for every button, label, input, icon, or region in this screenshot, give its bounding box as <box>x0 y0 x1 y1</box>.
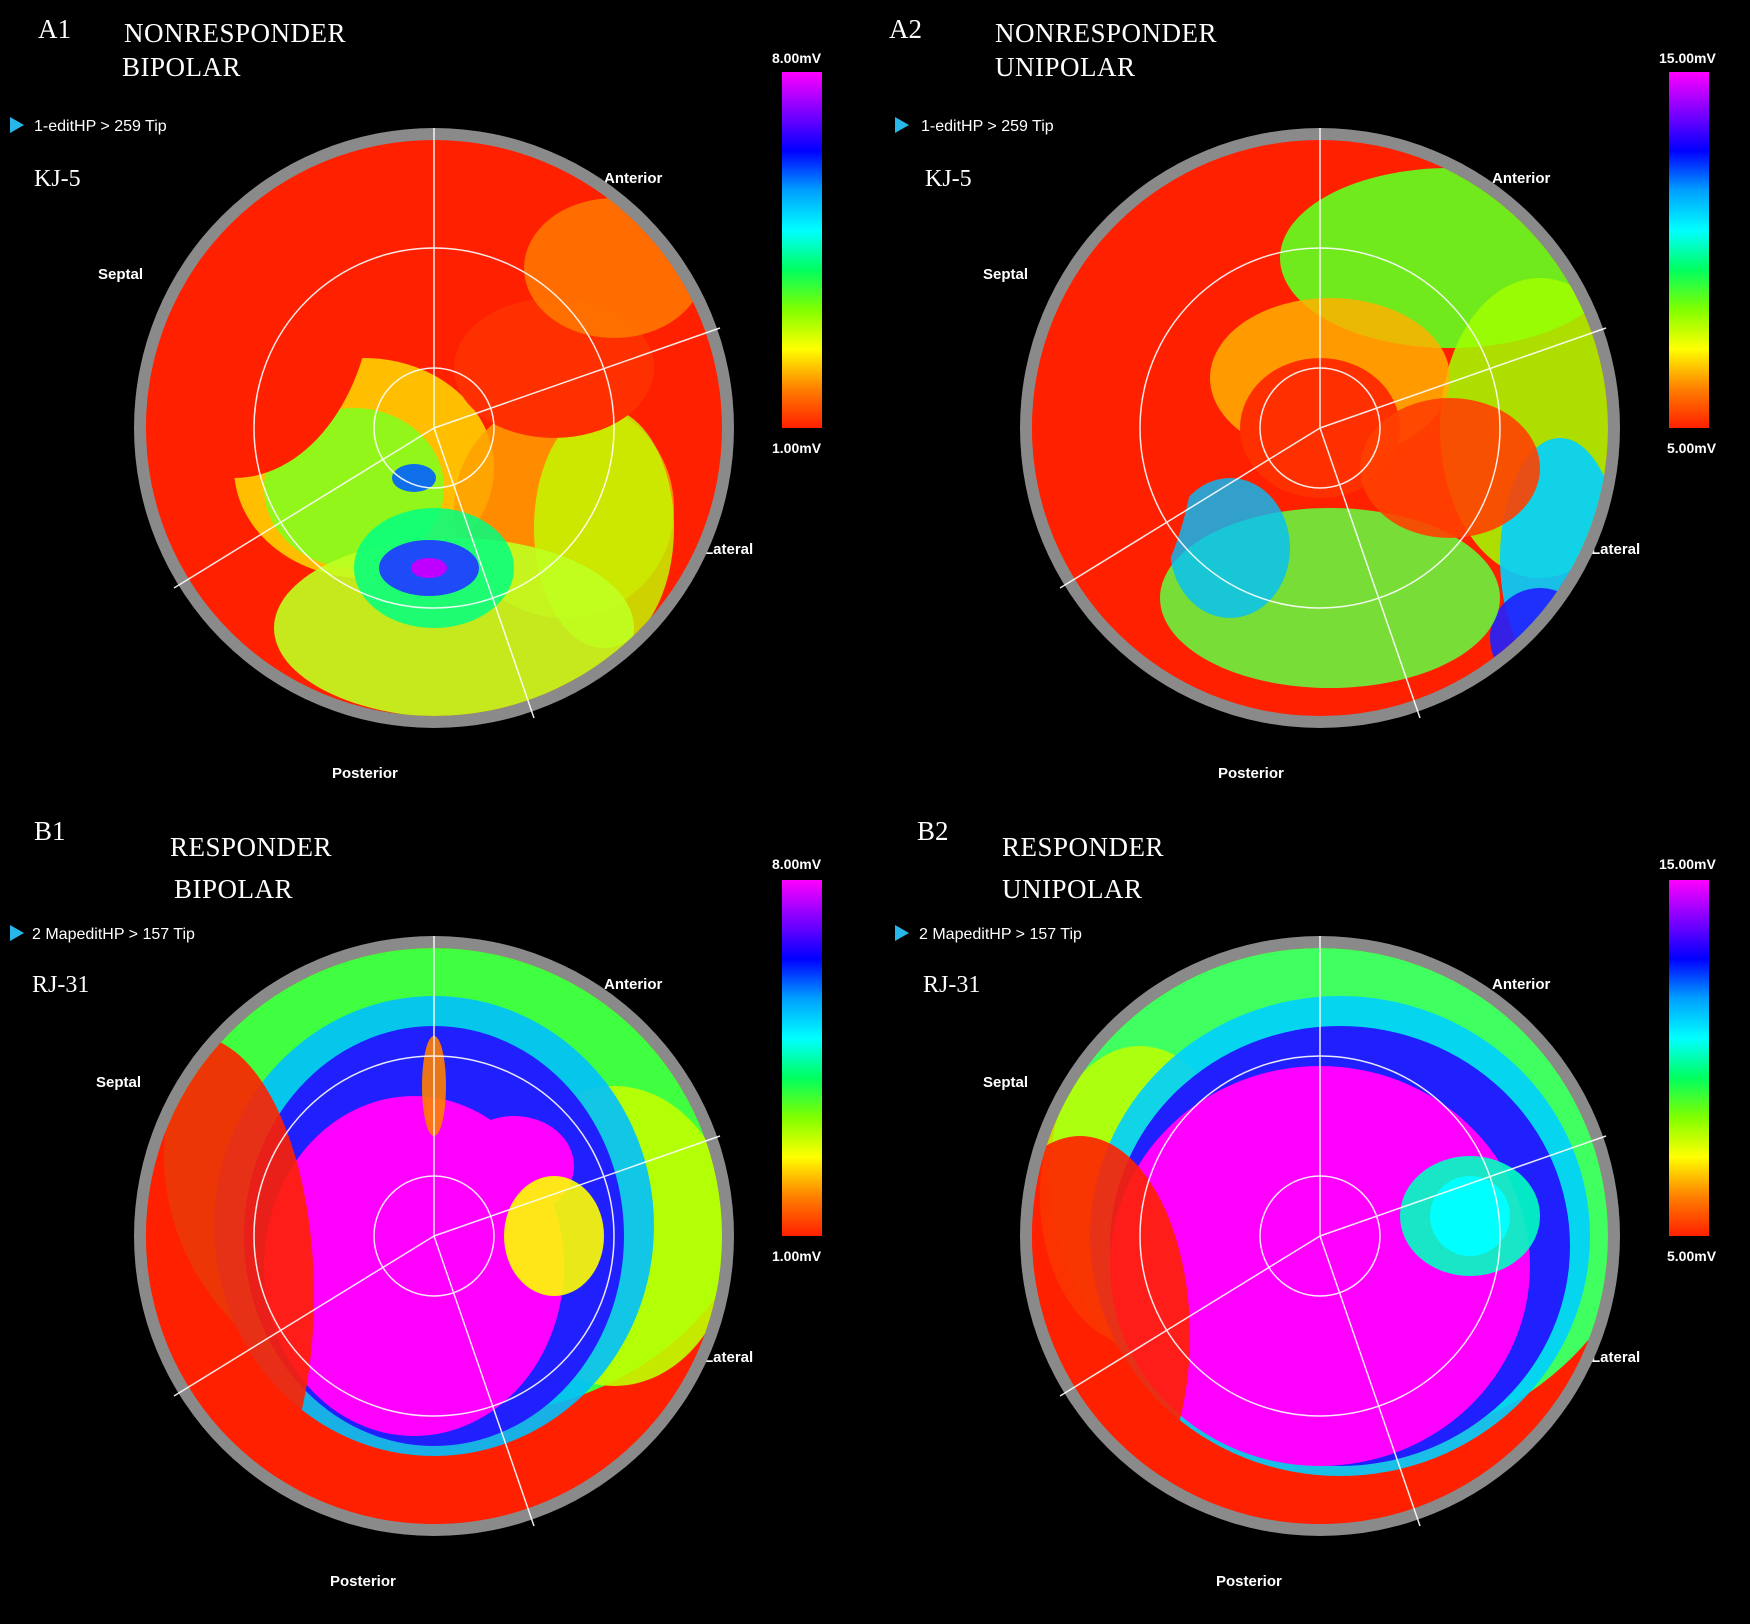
polar-voltage-map <box>1020 936 1620 1536</box>
anterior-label: Anterior <box>1492 976 1551 993</box>
voltage-color-scale <box>782 880 822 1236</box>
polar-voltage-map <box>134 936 734 1536</box>
panel-label: B2 <box>917 816 949 846</box>
polar-voltage-map <box>1020 128 1620 728</box>
scale-min-label: 5.00mV <box>1667 440 1717 456</box>
voltage-color-scale <box>1669 880 1709 1236</box>
anterior-label: Anterior <box>604 976 663 993</box>
lateral-label: Lateral <box>1591 1349 1641 1366</box>
map-name-label: 1-editHP > 259 Tip <box>34 118 167 135</box>
panel-label: A2 <box>889 14 922 44</box>
map-name-label: 1-editHP > 259 Tip <box>921 118 1054 135</box>
anterior-label: Anterior <box>1492 170 1551 187</box>
panel-title-group: NONRESPONDER <box>995 18 1218 48</box>
map-name-label: 2 MapeditHP > 157 Tip <box>919 926 1082 943</box>
map-name-label: 2 MapeditHP > 157 Tip <box>32 926 195 943</box>
panel-title-mode: UNIPOLAR <box>995 52 1136 82</box>
lateral-label: Lateral <box>704 541 754 558</box>
play-icon[interactable] <box>895 925 909 941</box>
panel-a2: A2 NONRESPONDER UNIPOLAR 1-editHP > 259 … <box>875 0 1750 812</box>
panel-label: A1 <box>38 14 71 44</box>
panel-title-mode: UNIPOLAR <box>1002 874 1143 904</box>
lateral-label: Lateral <box>1591 541 1641 558</box>
play-icon[interactable] <box>10 117 24 133</box>
panel-title-group: RESPONDER <box>1002 832 1165 862</box>
scale-max-label: 8.00mV <box>772 856 822 872</box>
polar-voltage-map <box>134 128 734 728</box>
posterior-label: Posterior <box>1216 1573 1282 1590</box>
posterior-label: Posterior <box>1218 765 1284 782</box>
patient-id: KJ-5 <box>925 166 972 192</box>
panel-b2: B2 RESPONDER UNIPOLAR 2 MapeditHP > 157 … <box>875 812 1750 1624</box>
panel-title-mode: BIPOLAR <box>122 52 242 82</box>
lateral-label: Lateral <box>704 1349 754 1366</box>
septal-label: Septal <box>983 266 1029 283</box>
scale-min-label: 1.00mV <box>772 440 822 456</box>
voltage-color-scale <box>782 72 822 428</box>
patient-id: RJ-31 <box>923 972 981 998</box>
panel-title-group: NONRESPONDER <box>124 18 347 48</box>
posterior-label: Posterior <box>332 765 398 782</box>
panel-title-mode: BIPOLAR <box>174 874 294 904</box>
scale-max-label: 15.00mV <box>1659 50 1716 66</box>
scale-min-label: 1.00mV <box>772 1248 822 1264</box>
panel-a1: A1 NONRESPONDER BIPOLAR 1-editHP > 259 T… <box>0 0 875 812</box>
voltage-color-scale <box>1669 72 1709 428</box>
septal-label: Septal <box>96 1074 142 1091</box>
patient-id: RJ-31 <box>32 972 90 998</box>
panel-b1: B1 RESPONDER BIPOLAR 2 MapeditHP > 157 T… <box>0 812 875 1624</box>
panel-label: B1 <box>34 816 66 846</box>
panel-title-group: RESPONDER <box>170 832 333 862</box>
septal-label: Septal <box>983 1074 1029 1091</box>
anterior-label: Anterior <box>604 170 663 187</box>
scale-max-label: 8.00mV <box>772 50 822 66</box>
posterior-label: Posterior <box>330 1573 396 1590</box>
play-icon[interactable] <box>10 925 24 941</box>
septal-label: Septal <box>98 266 144 283</box>
play-icon[interactable] <box>895 117 909 133</box>
scale-max-label: 15.00mV <box>1659 856 1716 872</box>
scale-min-label: 5.00mV <box>1667 1248 1717 1264</box>
patient-id: KJ-5 <box>34 166 81 192</box>
